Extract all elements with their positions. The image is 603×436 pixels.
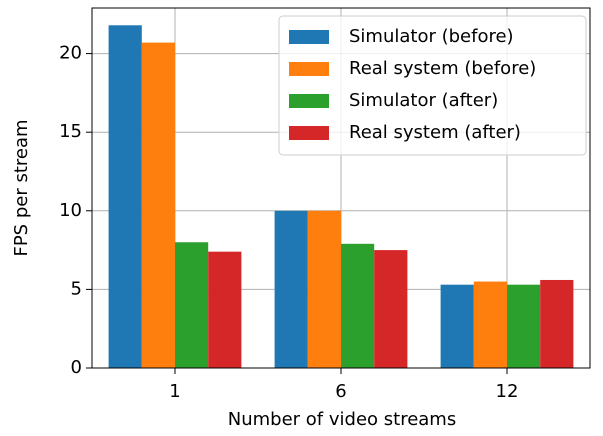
legend-swatch	[289, 126, 329, 140]
y-tick-label: 15	[59, 121, 82, 142]
bar	[307, 210, 341, 368]
legend-label: Simulator (after)	[349, 90, 498, 111]
bar	[341, 243, 375, 368]
legend-swatch	[289, 94, 329, 108]
bar	[374, 250, 408, 368]
bar	[473, 281, 507, 368]
bar	[208, 251, 242, 368]
legend-label: Real system (after)	[349, 122, 521, 143]
bar	[175, 242, 209, 368]
legend-label: Real system (before)	[349, 58, 536, 79]
y-tick-label: 10	[59, 200, 82, 221]
bar	[141, 42, 175, 369]
bar	[274, 210, 308, 368]
bar	[540, 279, 574, 368]
legend-box	[278, 15, 587, 156]
x-axis-label: Number of video streams	[228, 409, 456, 430]
y-tick-label: 20	[59, 43, 82, 64]
legend-swatch	[289, 30, 329, 44]
bar	[108, 25, 142, 369]
y-tick-label: 5	[71, 278, 82, 299]
x-tick-label: 6	[335, 381, 346, 402]
x-tick-label: 1	[169, 381, 180, 402]
legend-swatch	[289, 62, 329, 76]
y-tick-label: 0	[71, 357, 82, 378]
legend-label: Simulator (before)	[349, 26, 514, 47]
bar	[440, 284, 474, 368]
plot-frame	[91, 7, 591, 369]
bar	[507, 284, 541, 368]
x-tick-label: 12	[496, 381, 519, 402]
y-axis-label: FPS per stream	[11, 119, 32, 256]
